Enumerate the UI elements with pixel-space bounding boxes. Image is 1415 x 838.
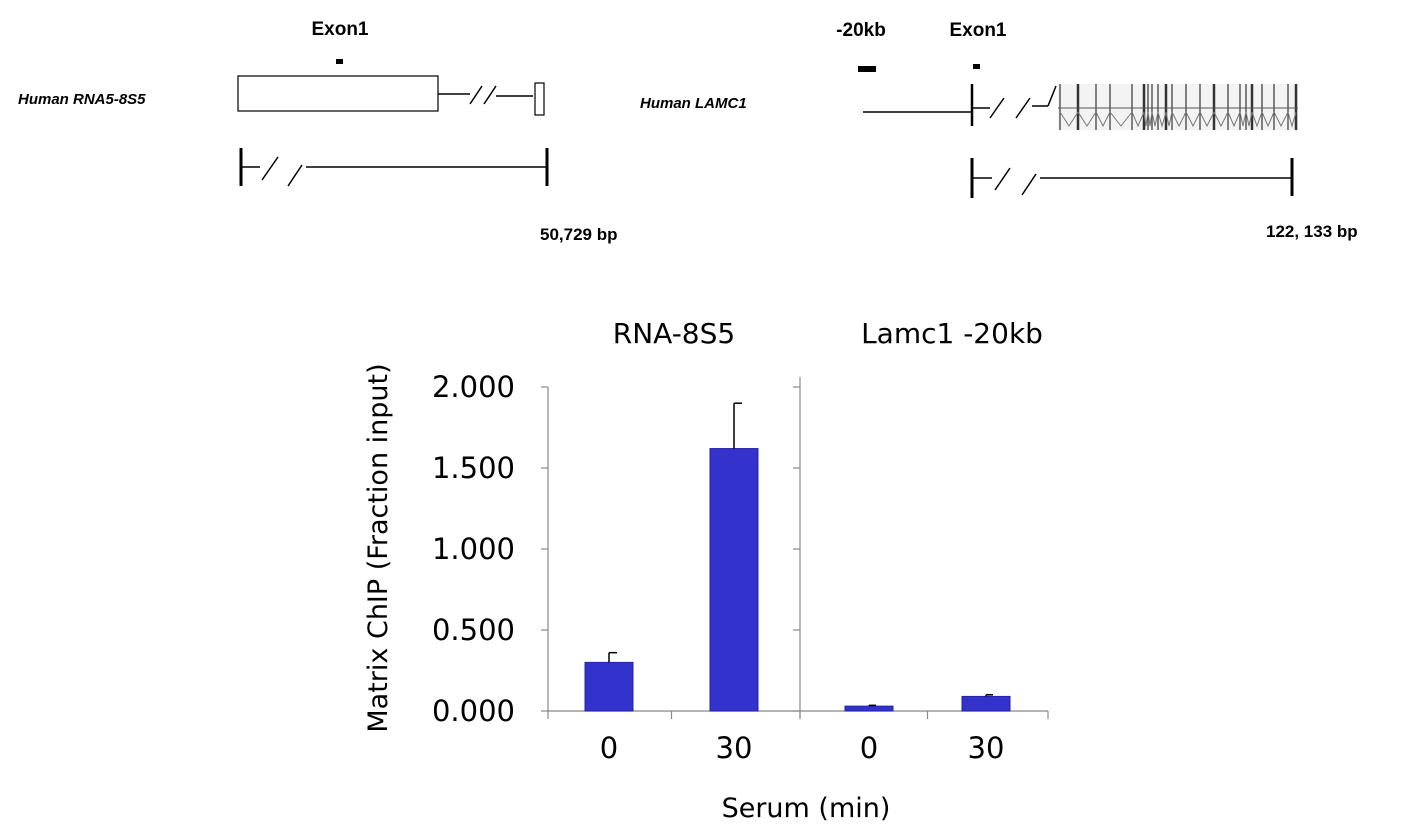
bar-chart: Matrix ChIP (Fraction input) Serum (min)… [363, 317, 1049, 824]
right-scale-break [1021, 173, 1037, 196]
right-region-label: -20kb [836, 20, 886, 41]
left-break-mark [483, 85, 497, 105]
right-exon-marker [973, 64, 980, 69]
x-axis-label: Serum (min) [722, 793, 891, 824]
gene-map-left: Exon1 Human RNA5-8S5 50,729 bp [18, 19, 618, 244]
right-region-marker [858, 66, 876, 72]
panel-title: Lamc1 -20kb [861, 317, 1043, 350]
y-tick-label: 1.500 [432, 451, 515, 485]
chart-panel: Lamc1 -20kb 0 30 [793, 317, 1049, 765]
exon-connectors [1059, 111, 1297, 128]
right-exon-cluster [1058, 84, 1298, 130]
left-scale-break [287, 164, 303, 187]
right-size-label: 122, 133 bp [1266, 222, 1358, 241]
left-scale-break [261, 156, 279, 181]
y-tick-label: 0.500 [432, 613, 515, 647]
chart-panels: RNA-8S5 0 30 Lamc1 -20kb 0 30 [541, 317, 1049, 765]
left-gene-label: Human RNA5-8S5 [18, 91, 146, 108]
right-scale-break [994, 167, 1011, 191]
x-tick-label: 0 [860, 731, 878, 765]
right-break-mark [1015, 97, 1031, 119]
y-tick-label: 0.000 [432, 694, 515, 728]
right-break-mark [1047, 85, 1057, 107]
left-exon-box [237, 75, 439, 112]
bar [961, 695, 1011, 712]
bar [584, 661, 634, 712]
y-axis-label: Matrix ChIP (Fraction input) [363, 363, 394, 732]
chart-panel: RNA-8S5 0 30 [541, 317, 801, 765]
y-tick-label: 1.000 [432, 532, 515, 566]
x-tick-label: 0 [600, 731, 618, 765]
left-end-exon [534, 82, 545, 116]
left-exon-marker [336, 59, 343, 64]
bar [709, 448, 759, 712]
x-tick-label: 30 [968, 731, 1005, 765]
y-tick-label: 2.000 [432, 370, 515, 404]
bar [844, 705, 894, 712]
right-break-mark [989, 97, 1005, 119]
panel-title: RNA-8S5 [613, 317, 735, 350]
right-exon-label: Exon1 [949, 20, 1006, 41]
left-exon-label: Exon1 [311, 19, 368, 40]
x-tick-label: 30 [716, 731, 753, 765]
left-size-label: 50,729 bp [540, 225, 618, 244]
y-axis-ticks: 0.000 0.500 1.000 1.500 2.000 [432, 370, 515, 728]
right-gene-label: Human LAMC1 [640, 95, 747, 112]
left-break-mark [469, 85, 483, 105]
gene-map-right: -20kb Exon1 Human LAMC1 122, 133 bp [640, 20, 1358, 241]
